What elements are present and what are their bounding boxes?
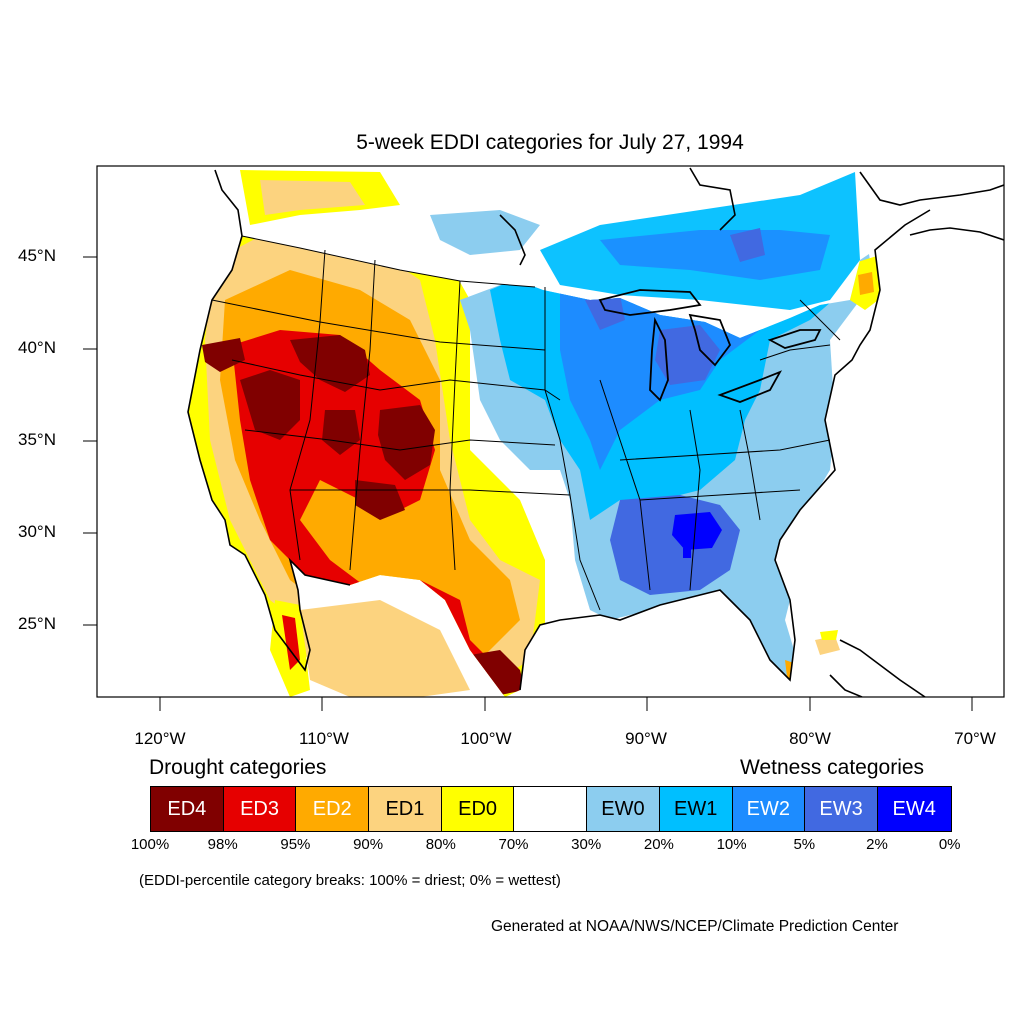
legend-box-neutral bbox=[514, 787, 588, 831]
lat-ticks bbox=[83, 256, 97, 626]
credit-line: Generated at NOAA/NWS/NCEP/Climate Predi… bbox=[491, 918, 899, 935]
great-lakes bbox=[598, 289, 822, 403]
legend-box-ew4: EW4 bbox=[877, 787, 951, 831]
lon-label-110w: 110°W bbox=[299, 729, 349, 748]
break-label: 2% bbox=[866, 836, 888, 853]
category-colorbar: ED4 ED3 ED2 ED1 ED0 EW0 EW1 EW2 EW3 EW4 bbox=[150, 786, 952, 832]
coastlines bbox=[187, 169, 931, 697]
break-label: 10% bbox=[716, 836, 747, 853]
lat-label-35: 35°N bbox=[18, 430, 56, 449]
break-label: 100% bbox=[130, 836, 170, 853]
lon-label-80w: 80°W bbox=[789, 729, 831, 748]
map-title: 5-week EDDI categories for July 27, 1994 bbox=[356, 131, 744, 154]
map-border bbox=[96, 165, 1005, 698]
lon-ticks bbox=[159, 697, 973, 711]
lat-label-45: 45°N bbox=[18, 246, 56, 265]
legend-box-ew3: EW3 bbox=[805, 787, 878, 831]
ew4-region bbox=[672, 512, 722, 550]
ed4-region bbox=[240, 370, 300, 440]
legend-box-ew1: EW1 bbox=[659, 787, 733, 831]
wetness-heading: Wetness categories bbox=[740, 756, 925, 779]
legend-box-ew0: EW0 bbox=[587, 787, 660, 831]
break-label: 95% bbox=[280, 836, 311, 853]
ed3-region bbox=[232, 330, 525, 695]
lat-label-30: 30°N bbox=[18, 522, 56, 541]
break-label: 5% bbox=[793, 836, 816, 853]
lat-label-40: 40°N bbox=[18, 338, 56, 357]
lon-label-70w: 70°W bbox=[954, 729, 996, 748]
legend-box-ed0: ED0 bbox=[441, 787, 515, 831]
drought-heading: Drought categories bbox=[149, 756, 327, 779]
break-label: 70% bbox=[498, 836, 529, 853]
legend-box-ed2: ED2 bbox=[296, 787, 370, 831]
lon-label-120w: 120°W bbox=[134, 729, 186, 748]
legend-box-ed1: ED1 bbox=[369, 787, 442, 831]
lon-label-100w: 100°W bbox=[460, 729, 512, 748]
legend-box-ed3: ED3 bbox=[223, 787, 297, 831]
lon-label-90w: 90°W bbox=[625, 729, 667, 748]
break-label: 0% bbox=[938, 836, 961, 853]
state-borders bbox=[211, 235, 841, 611]
break-label: 30% bbox=[571, 836, 602, 853]
category-note: (EDDI-percentile category breaks: 100% =… bbox=[139, 872, 561, 889]
break-label: 80% bbox=[425, 836, 456, 853]
canada-coast bbox=[499, 167, 1004, 266]
legend-box-ed4: ED4 bbox=[151, 787, 224, 831]
break-label: 20% bbox=[643, 836, 674, 853]
break-label: 98% bbox=[207, 836, 238, 853]
break-label: 90% bbox=[353, 836, 384, 853]
lat-label-25: 25°N bbox=[18, 614, 56, 633]
legend-box-ew2: EW2 bbox=[732, 787, 806, 831]
